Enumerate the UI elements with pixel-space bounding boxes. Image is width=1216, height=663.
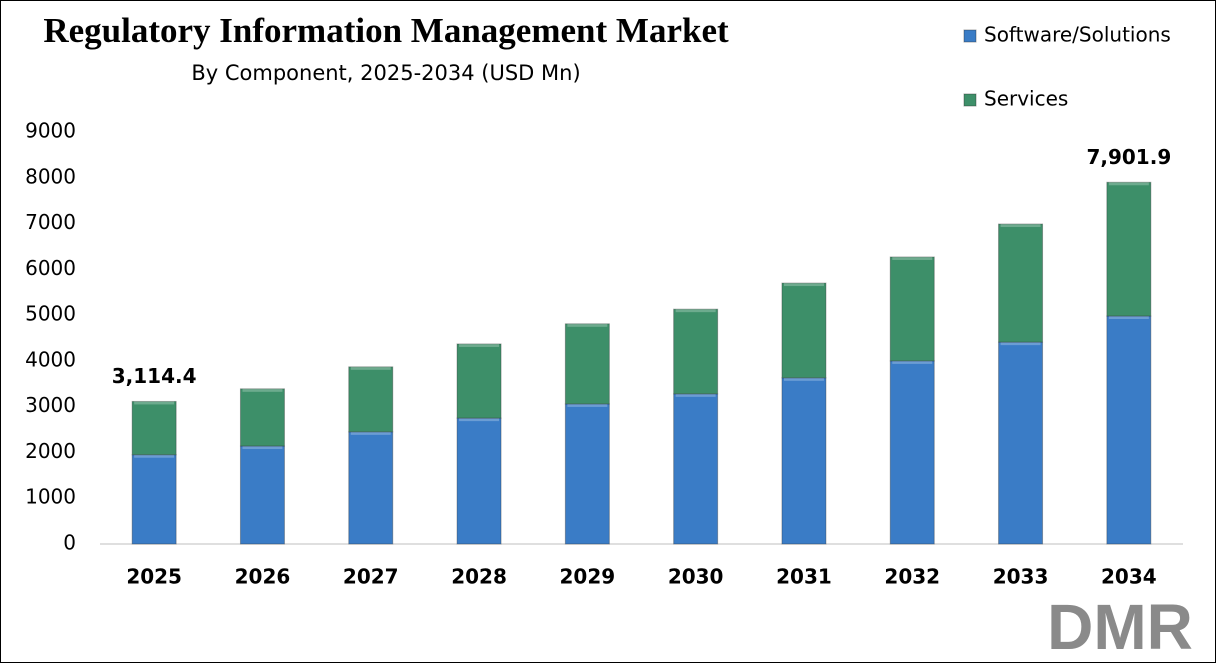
bar-highlight xyxy=(242,446,283,450)
logo: DMR xyxy=(1047,591,1193,663)
bar-segment xyxy=(673,393,719,545)
y-tick-label: 5000 xyxy=(25,302,76,326)
y-tick-label: 3000 xyxy=(25,393,76,417)
bar-highlight xyxy=(1108,316,1149,320)
y-tick-label: 2000 xyxy=(25,439,76,463)
bar-highlight xyxy=(242,388,283,392)
x-tick-label: 2029 xyxy=(560,565,616,589)
y-tick-label: 1000 xyxy=(25,485,76,509)
bar-segment xyxy=(564,323,610,405)
y-tick-label: 4000 xyxy=(25,347,76,371)
bar-highlight xyxy=(783,283,824,287)
x-tick-label: 2028 xyxy=(451,565,507,589)
bar-segment xyxy=(889,360,935,545)
bar-segment xyxy=(456,417,502,545)
y-tick-label: 8000 xyxy=(25,164,76,188)
bar-highlight xyxy=(675,393,716,397)
bar-segment xyxy=(239,445,285,545)
bar-segment xyxy=(998,341,1044,545)
bar-highlight xyxy=(892,256,933,260)
legend-label: Software/Solutions xyxy=(984,23,1171,47)
legend-swatch xyxy=(963,29,977,43)
x-tick-label: 2027 xyxy=(343,565,399,589)
bar-highlight xyxy=(1000,342,1041,346)
chart-subtitle: By Component, 2025-2034 (USD Mn) xyxy=(191,61,580,85)
bar-highlight xyxy=(134,454,175,458)
bar-segment xyxy=(1106,181,1152,317)
x-tick-label: 2031 xyxy=(776,565,832,589)
x-tick-label: 2025 xyxy=(126,565,182,589)
legend-label: Services xyxy=(984,87,1068,111)
bar-highlight xyxy=(459,418,500,422)
x-tick-label: 2034 xyxy=(1101,565,1157,589)
x-tick-label: 2030 xyxy=(668,565,724,589)
x-tick-label: 2026 xyxy=(235,565,291,589)
bar-segment xyxy=(239,388,285,447)
bar-highlight xyxy=(567,403,608,407)
bar-highlight xyxy=(567,323,608,327)
bar-highlight xyxy=(1000,224,1041,228)
bar-segment xyxy=(781,377,827,545)
chart-title: Regulatory Information Management Market xyxy=(43,11,729,50)
x-tick-label: 2033 xyxy=(993,565,1049,589)
y-tick-label: 0 xyxy=(63,531,76,555)
bar-segment xyxy=(456,343,502,419)
bar-highlight xyxy=(350,431,391,435)
bar-segment xyxy=(131,454,177,545)
total-label: 7,901.9 xyxy=(1086,145,1171,169)
bar-segment xyxy=(998,223,1044,343)
bar-segment xyxy=(564,403,610,545)
bar-segment xyxy=(781,282,827,379)
bar-highlight xyxy=(892,360,933,364)
bar-segment xyxy=(348,431,394,545)
total-label: 3,114.4 xyxy=(112,364,197,388)
y-tick-label: 7000 xyxy=(25,210,76,234)
bar-segment xyxy=(889,256,935,362)
bar-segment xyxy=(131,400,177,456)
bar-highlight xyxy=(783,377,824,381)
bar-segment xyxy=(1106,315,1152,545)
bar-segment xyxy=(348,366,394,433)
bar-highlight xyxy=(1108,182,1149,186)
x-tick-label: 2032 xyxy=(884,565,940,589)
bar-segment xyxy=(673,308,719,395)
y-tick-label: 9000 xyxy=(25,119,76,143)
bar-highlight xyxy=(675,309,716,313)
legend-swatch xyxy=(963,93,977,107)
bar-highlight xyxy=(350,366,391,370)
bar-highlight xyxy=(134,401,175,405)
y-tick-label: 6000 xyxy=(25,256,76,280)
bar-highlight xyxy=(459,343,500,347)
